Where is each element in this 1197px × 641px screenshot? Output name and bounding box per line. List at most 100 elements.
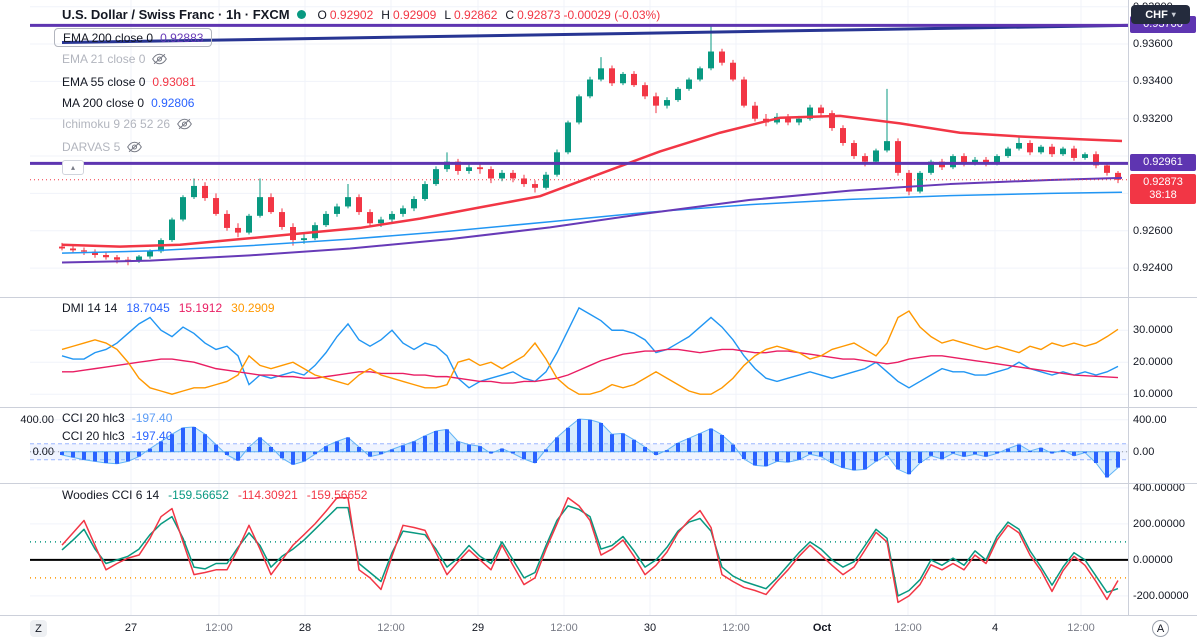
indicator-value: -159.56652: [168, 488, 229, 502]
price-label-badge: 0.92873 38:18: [1130, 173, 1196, 204]
badge-price: 0.92873: [1143, 175, 1183, 188]
price-scale-label: 0.92400: [1133, 262, 1173, 275]
woodies-cci-6-line: [61, 497, 1119, 604]
time-tick: 29: [471, 622, 485, 634]
indicator-label: EMA 55 close 0: [62, 74, 146, 89]
visibility-off-icon[interactable]: [177, 118, 192, 130]
woodies-scale-label: 400.00000: [1133, 481, 1185, 494]
auto-scale-button[interactable]: A: [1152, 620, 1169, 637]
symbol-info-bar: U.S. Dollar / Swiss Franc · 1h · FXCM O …: [62, 7, 660, 22]
ohlc-open-label: O: [317, 7, 327, 22]
indicator-value: -114.30921: [237, 488, 298, 502]
price-scale[interactable]: 0.938000.936000.934000.932000.926000.924…: [1128, 0, 1197, 615]
indicator-legend-woodies[interactable]: Woodies CCI 6 14 -159.56652 -114.30921 -159…: [62, 488, 367, 502]
chevron-down-icon: ▾: [1171, 10, 1176, 19]
cci-scale-label: 0.00: [1133, 445, 1155, 458]
cci-left-scale-label: 400.00: [20, 413, 54, 426]
visibility-off-icon[interactable]: [127, 141, 143, 153]
indicator-value: 18.7045: [126, 301, 170, 315]
ohlc-close-value: 0.92873: [517, 7, 561, 22]
indicator-legend-dmi[interactable]: DMI 14 14 18.7045 15.1912 30.2909: [62, 301, 275, 315]
currency-label: CHF: [1145, 8, 1168, 21]
indicator-label: CCI 20 hlc3: [62, 410, 125, 425]
indicator-value: -159.56652: [306, 488, 368, 502]
indicator-label: MA 200 close 0: [62, 95, 145, 110]
left-price-scale[interactable]: 400.00 0.00: [0, 0, 58, 615]
price-scale-label: 0.92600: [1133, 224, 1173, 237]
price-scale-label: 0.93200: [1133, 112, 1173, 125]
ohlc-low-value: 0.92862: [454, 7, 498, 22]
currency-toggle-button[interactable]: CHF ▾: [1131, 5, 1190, 24]
dmi-plus-di-line: [61, 306, 1119, 389]
pane-separator[interactable]: [0, 483, 1197, 484]
ohlc-low-label: L: [444, 7, 452, 22]
price-scale-label: 0.93400: [1133, 75, 1173, 88]
indicator-legend-list: EMA 200 close 0 0.92883 EMA 21 close 0 EMA …: [54, 28, 213, 175]
woodies-scale-label: 200.00000: [1133, 517, 1185, 530]
cci-columns-series: [60, 419, 1120, 478]
indicator-value: 15.1912: [178, 301, 223, 315]
indicator-label: DMI 14 14: [62, 301, 118, 315]
price-label-badge: 0.92961: [1130, 154, 1196, 172]
time-tick: 27: [124, 622, 138, 634]
bar-countdown: 38:18: [1149, 188, 1177, 201]
indicator-value: 0.92883: [160, 30, 204, 45]
indicator-value: -197.40: [131, 410, 173, 425]
ema-55-line[interactable]: [61, 114, 1123, 248]
cci-left-scale-label: 0.00: [32, 445, 54, 458]
visibility-off-icon[interactable]: [152, 53, 168, 65]
time-tick: 12:00: [722, 622, 750, 634]
indicator-value: -197.40: [131, 428, 173, 443]
time-tick: 28: [298, 622, 312, 634]
legend-item-ema-200-close-0[interactable]: EMA 200 close 0 0.92883: [54, 28, 213, 47]
time-tick: 12:00: [205, 622, 233, 634]
indicator-label: EMA 21 close 0: [62, 51, 146, 66]
time-tick: 12:00: [1067, 622, 1095, 634]
cci-scale-label: 400.00: [1133, 413, 1167, 426]
time-tick: 12:00: [894, 622, 922, 634]
badge-price: 0.92961: [1143, 156, 1183, 169]
ohlc-change-value: -0.00029 (-0.03%): [563, 7, 661, 22]
legend-item-darvas-5[interactable]: DARVAS 5: [62, 137, 143, 156]
time-tick: 4: [991, 622, 999, 634]
pane-separator[interactable]: [0, 407, 1197, 408]
legend-item-ma-200-close-0[interactable]: MA 200 close 0 0.92806: [62, 93, 194, 112]
indicator-legend-cci[interactable]: CCI 20 hlc3 -197.40 CCI 20 hlc3 -197.40: [62, 409, 172, 445]
legend-item-ichimoku-9-26-52-26[interactable]: Ichimoku 9 26 52 26: [62, 114, 192, 133]
ema-200-line[interactable]: [61, 176, 1123, 264]
legend-item-cci-20-hlc3[interactable]: CCI 20 hlc3 -197.40: [62, 427, 172, 444]
chart-canvas[interactable]: [0, 0, 1128, 615]
dmi-scale-label: 20.0000: [1133, 356, 1173, 369]
ohlc-close-label: C: [505, 7, 515, 22]
time-tick: 12:00: [550, 622, 578, 634]
trendline-line[interactable]: [61, 23, 1128, 45]
indicator-label: EMA 200 close 0: [63, 30, 154, 45]
time-tick: 12:00: [377, 622, 405, 634]
dmi-minus-di-line: [61, 310, 1119, 395]
ohlc-open-value: 0.92902: [329, 7, 374, 22]
indicator-label: DARVAS 5: [62, 139, 121, 154]
time-scale[interactable]: 27 12:00 28 12:00 29 12:00 30 12:00 Oct 12:00 4 12:…: [0, 615, 1197, 641]
symbol-title[interactable]: U.S. Dollar / Swiss Franc · 1h · FXCM: [62, 7, 290, 22]
dmi-adx-line: [62, 348, 1119, 384]
indicator-label: CCI 20 hlc3: [62, 428, 125, 443]
ohlc-readout: O 0.92902 H 0.92909 L 0.92862 C 0.92873 …: [313, 8, 661, 22]
candles-series: [59, 25, 1121, 266]
indicator-label: Woodies CCI 6 14: [62, 488, 160, 502]
indicator-value: 0.93081: [152, 74, 196, 89]
legend-item-ema-21-close-0[interactable]: EMA 21 close 0: [62, 49, 168, 68]
ma-200-line[interactable]: [61, 191, 1123, 254]
legend-collapse-button[interactable]: ▴: [62, 160, 84, 175]
woodies-scale-label: 0.00000: [1133, 553, 1173, 566]
price-scale-label: 0.93600: [1133, 38, 1173, 51]
time-tick: 30: [643, 622, 657, 634]
legend-item-cci-20-hlc3[interactable]: CCI 20 hlc3 -197.40: [62, 409, 172, 426]
timezone-button[interactable]: Z: [30, 620, 47, 637]
market-status-icon[interactable]: [296, 10, 306, 19]
dmi-scale-label: 10.0000: [1133, 388, 1173, 401]
pane-separator[interactable]: [0, 297, 1197, 298]
indicator-value: 0.92806: [151, 95, 195, 110]
woodies-scale-label: -200.00000: [1133, 589, 1189, 602]
legend-item-ema-55-close-0[interactable]: EMA 55 close 0 0.93081: [62, 72, 196, 91]
